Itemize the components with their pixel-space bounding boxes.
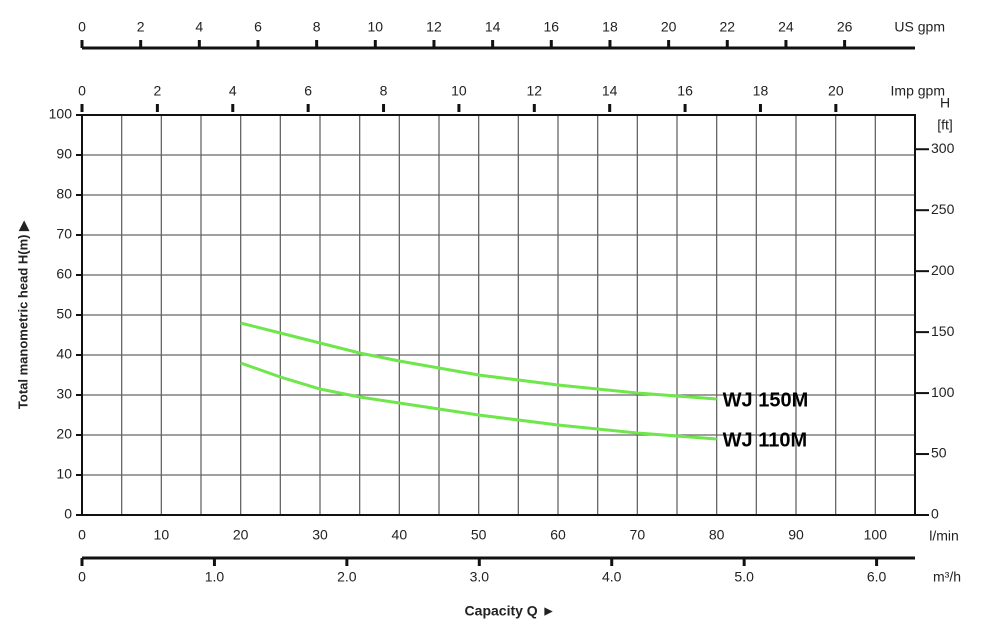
y2-unit: H (940, 95, 950, 111)
axis-tick-label: 12 (527, 83, 543, 99)
y-tick-label: 60 (56, 266, 72, 282)
x-tick-label: 80 (709, 527, 725, 543)
axis-tick-label: 2 (153, 83, 161, 99)
axis-tick-label: 14 (602, 83, 618, 99)
axis-tick-label: 6.0 (867, 569, 887, 585)
axis-tick-label: 8 (380, 83, 388, 99)
axis-tick-label: 10 (451, 83, 467, 99)
y-tick-label: 70 (56, 226, 72, 242)
axis-tick-label: 0 (78, 83, 86, 99)
axis-tick-label: 3.0 (470, 569, 490, 585)
y-tick-label: 0 (64, 506, 72, 522)
x-tick-label: 40 (392, 527, 408, 543)
y-tick-label: 30 (56, 386, 72, 402)
x-tick-label: 70 (630, 527, 646, 543)
x-tick-label: 50 (471, 527, 487, 543)
y2-tick-label: 200 (931, 262, 955, 278)
y2-tick-label: 150 (931, 323, 955, 339)
axis-tick-label: 1.0 (205, 569, 225, 585)
axis-tick-label: 12 (426, 19, 442, 35)
curve (240, 361, 717, 441)
axis-tick-label: 18 (602, 19, 618, 35)
x-tick-label: 20 (233, 527, 249, 543)
curve (240, 321, 717, 401)
x-tick-label: 60 (550, 527, 566, 543)
x-tick-label: 90 (788, 527, 804, 543)
x-tick-label: 100 (864, 527, 888, 543)
axis-tick-label: 5.0 (734, 569, 754, 585)
axis-tick-label: 18 (753, 83, 769, 99)
axis-unit: Imp gpm (891, 83, 945, 99)
axis-tick-label: 24 (778, 19, 794, 35)
series-label: WJ 110M (723, 429, 807, 451)
y-tick-label: 40 (56, 346, 72, 362)
axis-tick-label: 0 (78, 19, 86, 35)
x-tick-label: 0 (78, 527, 86, 543)
y-tick-label: 50 (56, 306, 72, 322)
y2-unit: [ft] (937, 117, 953, 133)
axis-tick-label: 2.0 (337, 569, 357, 585)
y2-tick-label: 300 (931, 140, 955, 156)
axis-tick-label: 4.0 (602, 569, 622, 585)
y-tick-label: 80 (56, 186, 72, 202)
axis-tick-label: 4 (229, 83, 237, 99)
y-tick-label: 10 (56, 466, 72, 482)
axis-tick-label: 0 (78, 569, 86, 585)
axis-tick-label: 6 (254, 19, 262, 35)
axis-tick-label: 20 (661, 19, 677, 35)
axis-tick-label: 26 (837, 19, 853, 35)
x-tick-label: 10 (154, 527, 170, 543)
y-axis-title: Total manometric head H(m) ▶ (15, 220, 30, 409)
y2-tick-label: 50 (931, 445, 947, 461)
axis-tick-label: 8 (313, 19, 321, 35)
axis-tick-label: 4 (195, 19, 203, 35)
axis-unit: US gpm (894, 19, 945, 35)
y2-tick-label: 100 (931, 384, 955, 400)
axis-tick-label: 6 (304, 83, 312, 99)
axis-tick-label: 14 (485, 19, 501, 35)
axis-tick-label: 10 (368, 19, 384, 35)
axis-unit: m³/h (933, 569, 961, 585)
axis-tick-label: 22 (719, 19, 735, 35)
axis-tick-label: 20 (828, 83, 844, 99)
y-tick-label: 20 (56, 426, 72, 442)
x-unit: l/min (929, 528, 959, 544)
series-label: WJ 150M (723, 389, 809, 411)
y-tick-label: 90 (56, 146, 72, 162)
y2-tick-label: 0 (931, 506, 939, 522)
axis-tick-label: 16 (677, 83, 693, 99)
axis-tick-label: 16 (544, 19, 560, 35)
axis-tick-label: 2 (137, 19, 145, 35)
y2-tick-label: 250 (931, 201, 955, 217)
x-tick-label: 30 (312, 527, 328, 543)
y-tick-label: 100 (49, 106, 73, 122)
x-axis-title: Capacity Q ► (465, 603, 556, 619)
